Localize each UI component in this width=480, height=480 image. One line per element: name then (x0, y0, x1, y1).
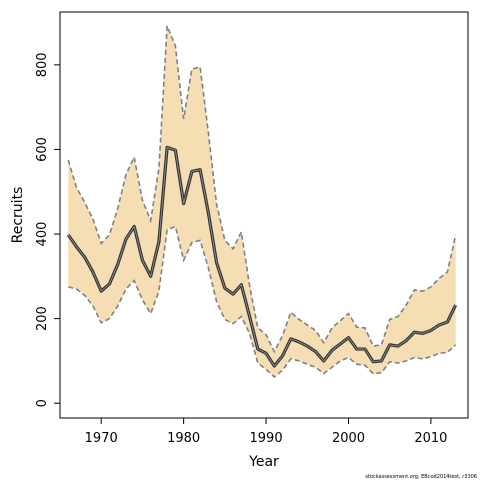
credit-text: stockassessment.org, EBcod2014test, r330… (365, 474, 477, 480)
x-tick-label: 1990 (250, 431, 283, 446)
y-tick-label: 0 (35, 399, 50, 407)
x-tick-label: 1970 (85, 431, 118, 446)
y-axis: 0 200 400 600 800 (35, 52, 61, 407)
y-tick-label: 800 (35, 52, 50, 77)
lower-bound-line (68, 225, 457, 379)
x-tick-label: 2000 (332, 431, 365, 446)
upper-bound-line (67, 25, 457, 354)
y-tick-label: 600 (35, 137, 50, 162)
plot-area (66, 25, 458, 379)
x-axis: 1970 1980 1990 2000 2010 (85, 417, 447, 446)
x-tick-label: 2010 (414, 431, 447, 446)
y-axis-title: Recruits (10, 187, 26, 244)
confidence-band (68, 25, 456, 377)
y-tick-label: 200 (35, 306, 50, 331)
x-tick-label: 1980 (167, 431, 200, 446)
x-axis-title: Year (248, 454, 279, 470)
y-tick-label: 400 (35, 222, 50, 247)
estimate-line-highlight (67, 146, 456, 367)
